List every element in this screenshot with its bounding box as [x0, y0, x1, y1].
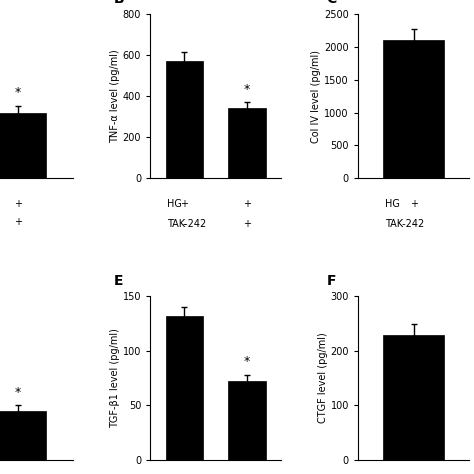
Text: +: + — [14, 218, 22, 228]
Text: TAK-242: TAK-242 — [385, 219, 424, 229]
Text: *: * — [15, 86, 21, 100]
Y-axis label: TGF-β1 level (pg/ml): TGF-β1 level (pg/ml) — [110, 328, 120, 428]
Bar — [166, 316, 203, 460]
Bar — [228, 381, 265, 460]
Text: B: B — [113, 0, 124, 6]
Text: *: * — [15, 386, 21, 399]
Text: +: + — [181, 200, 189, 210]
Text: +: + — [410, 200, 418, 210]
Text: +: + — [14, 200, 22, 210]
Text: TAK-242: TAK-242 — [167, 219, 206, 229]
Bar — [0, 410, 46, 460]
Bar — [0, 112, 46, 178]
Bar — [383, 335, 444, 460]
Bar — [228, 109, 265, 178]
Bar — [166, 61, 203, 178]
Bar — [383, 40, 444, 178]
Y-axis label: Col IV level (pg/ml): Col IV level (pg/ml) — [311, 50, 321, 143]
Text: -: - — [412, 219, 415, 229]
Y-axis label: TNF-α level (pg/ml): TNF-α level (pg/ml) — [110, 49, 120, 143]
Text: E: E — [113, 274, 123, 288]
Text: F: F — [327, 274, 336, 288]
Text: *: * — [244, 83, 250, 96]
Text: +: + — [243, 200, 251, 210]
Text: +: + — [243, 219, 251, 229]
Text: C: C — [327, 0, 337, 6]
Y-axis label: CTGF level (pg/ml): CTGF level (pg/ml) — [318, 332, 328, 423]
Text: -: - — [182, 219, 186, 229]
Text: HG: HG — [167, 200, 182, 210]
Text: *: * — [244, 355, 250, 368]
Text: HG: HG — [385, 200, 400, 210]
